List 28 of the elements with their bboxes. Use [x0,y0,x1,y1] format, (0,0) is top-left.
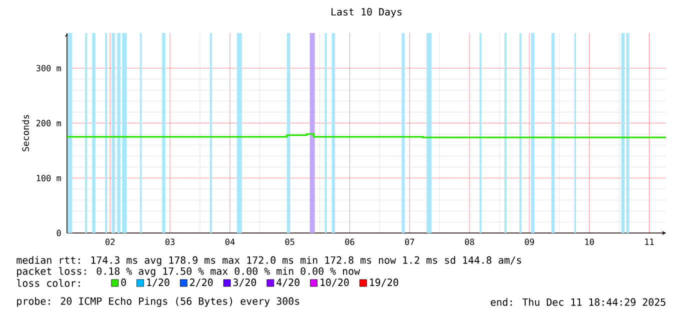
x-tick-label: 08 [464,238,474,246]
legend-label: 3/20 [233,278,256,287]
chart-title: Last 10 Days [332,8,402,18]
y-tick-label: 200 m [36,120,61,126]
legend-label: 10/20 [320,278,349,287]
text: median rtt: 174.3 ms avg 178.9 ms max 172.0 ms min 172.8 ms now 1.2 ms sd 144.8 am/s [16,256,522,266]
x-tick-label: 03 [165,238,174,246]
legend-label: 1/20 [147,278,170,287]
text: end: Thu Dec 11 18:44:29 2025 [490,298,666,306]
text: probe: 20 ICMP Echo Pings (56 Bytes) every 300s [17,297,300,307]
text: packet loss: 0.18 % avg 17.50 % max 0.00 % min 0.00 % now [17,267,360,277]
y-tick-label: 0 [56,230,61,236]
x-tick-label: 06 [345,238,354,246]
y-axis-title: Seconds [22,114,30,152]
y-tick-label: 100 m [36,174,61,182]
x-tick-label: 10 [585,238,594,246]
x-tick-label: 05 [285,238,294,246]
x-tick-label: 07 [405,238,414,246]
x-tick-label: 02 [106,238,115,246]
legend-title: loss color: [16,279,80,287]
legend-label: 4/20 [276,278,300,287]
legend-label: 2/20 [190,278,213,287]
x-tick-label: 09 [524,238,534,246]
x-tick-label: 11 [645,238,654,245]
x-tick-label: 04 [225,238,235,246]
legend-label: 19/20 [370,278,398,287]
legend-label: 0 [121,278,126,286]
y-tick-label: 300 m [36,64,61,72]
